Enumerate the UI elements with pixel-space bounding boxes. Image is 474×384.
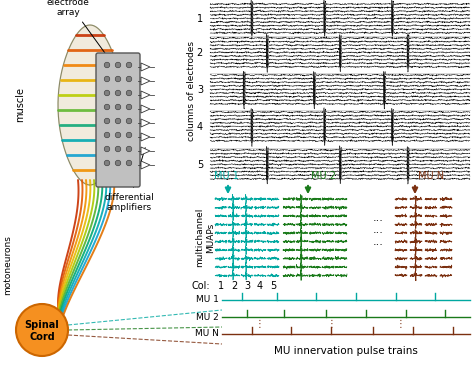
Circle shape (126, 76, 132, 82)
Text: 3: 3 (244, 281, 250, 291)
Text: MU 1: MU 1 (196, 296, 219, 305)
Circle shape (126, 160, 132, 166)
Text: Spinal: Spinal (25, 320, 59, 330)
Polygon shape (141, 119, 150, 127)
Text: 4: 4 (257, 281, 263, 291)
Text: 2: 2 (197, 48, 203, 58)
Text: 2: 2 (231, 281, 237, 291)
Text: ...: ... (373, 213, 383, 223)
Circle shape (115, 90, 121, 96)
Circle shape (126, 118, 132, 124)
Text: ⋮: ⋮ (255, 319, 264, 329)
Text: columns of electrodes: columns of electrodes (188, 41, 197, 141)
Text: muscle: muscle (15, 88, 25, 122)
Text: 3: 3 (197, 85, 203, 95)
Text: MU N: MU N (418, 171, 444, 181)
Polygon shape (141, 161, 150, 169)
Circle shape (115, 104, 121, 110)
Text: multichannel
MUAPs: multichannel MUAPs (195, 208, 215, 267)
Text: MU N: MU N (195, 329, 219, 339)
Text: MU 2: MU 2 (196, 313, 219, 321)
Text: surface
electrode
array: surface electrode array (46, 0, 109, 58)
Circle shape (126, 104, 132, 110)
Circle shape (104, 146, 110, 152)
Circle shape (115, 62, 121, 68)
Polygon shape (58, 25, 122, 185)
Text: Col:: Col: (191, 281, 210, 291)
Text: ⋮: ⋮ (396, 319, 405, 329)
Circle shape (115, 146, 121, 152)
Circle shape (115, 118, 121, 124)
Text: MU innervation pulse trains: MU innervation pulse trains (274, 346, 418, 356)
Text: MU 2: MU 2 (311, 171, 336, 181)
Polygon shape (141, 147, 150, 155)
Polygon shape (141, 77, 150, 85)
FancyBboxPatch shape (96, 53, 140, 187)
Text: ...: ... (373, 237, 383, 247)
Circle shape (104, 90, 110, 96)
Text: MU 1: MU 1 (214, 171, 239, 181)
Polygon shape (141, 133, 150, 141)
Polygon shape (141, 63, 150, 71)
Circle shape (126, 62, 132, 68)
Circle shape (126, 146, 132, 152)
Text: ...: ... (373, 225, 383, 235)
Circle shape (115, 160, 121, 166)
Polygon shape (141, 91, 150, 99)
Circle shape (126, 132, 132, 138)
Circle shape (115, 76, 121, 82)
Circle shape (16, 304, 68, 356)
Text: motoneurons: motoneurons (3, 235, 12, 295)
Circle shape (104, 62, 110, 68)
Text: ⋮: ⋮ (326, 319, 336, 329)
Text: differential
amplifiers: differential amplifiers (104, 148, 154, 212)
Text: 1: 1 (218, 281, 224, 291)
Polygon shape (141, 105, 150, 113)
Circle shape (126, 90, 132, 96)
Text: 5: 5 (270, 281, 276, 291)
Text: 1: 1 (197, 14, 203, 24)
Text: 5: 5 (197, 160, 203, 170)
Circle shape (104, 104, 110, 110)
Circle shape (104, 76, 110, 82)
Text: Cord: Cord (29, 332, 55, 342)
Circle shape (104, 132, 110, 138)
Circle shape (104, 118, 110, 124)
Circle shape (104, 160, 110, 166)
Text: 4: 4 (197, 122, 203, 132)
Circle shape (115, 132, 121, 138)
